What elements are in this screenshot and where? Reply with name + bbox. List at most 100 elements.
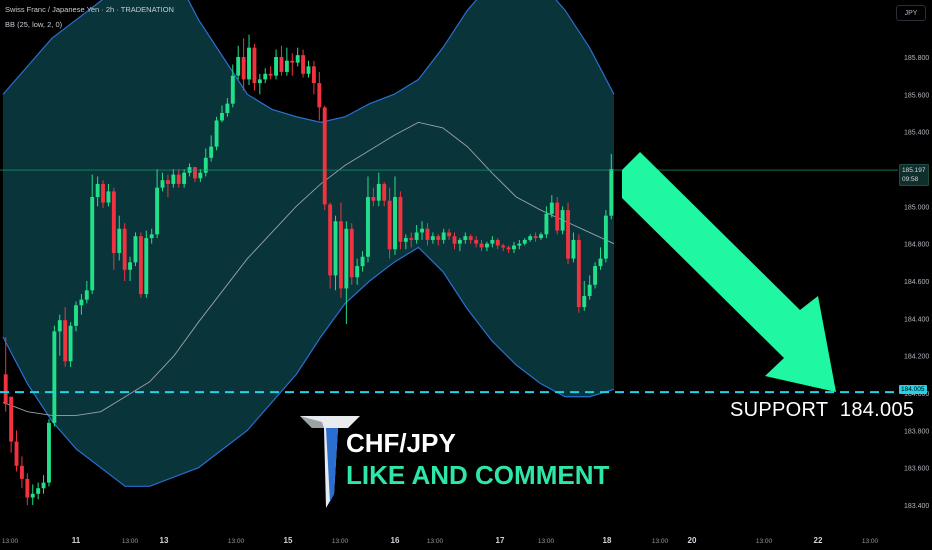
candle-body bbox=[165, 180, 170, 184]
candle-body bbox=[214, 120, 219, 147]
candle-body bbox=[501, 245, 506, 248]
candle-body bbox=[338, 221, 343, 289]
candle-body bbox=[14, 441, 19, 466]
candle-body bbox=[571, 239, 576, 259]
candle-body bbox=[149, 234, 154, 239]
candle-body bbox=[203, 157, 208, 173]
candle-body bbox=[209, 146, 214, 158]
last-price-badge: 185.197 09:58 bbox=[899, 164, 929, 186]
support-label: SUPPORT 184.005 bbox=[730, 399, 915, 421]
band-basis-line bbox=[2, 121, 615, 416]
bar-countdown: 09:58 bbox=[902, 176, 919, 183]
x-tick-label: 20 bbox=[688, 536, 697, 545]
candle-body bbox=[268, 73, 273, 76]
candle-body bbox=[479, 243, 484, 248]
candle-body bbox=[155, 187, 160, 235]
x-tick-label: 13:00 bbox=[756, 538, 773, 545]
currency-button[interactable]: JPY bbox=[896, 5, 926, 21]
candle-body bbox=[360, 256, 365, 267]
x-tick-label: 22 bbox=[814, 536, 823, 545]
candle-body bbox=[247, 47, 251, 80]
candle-body bbox=[295, 55, 300, 63]
candle-body bbox=[555, 202, 560, 231]
candle-body bbox=[171, 174, 176, 184]
y-tick-label: 185.000 bbox=[904, 204, 929, 211]
candle-body bbox=[19, 465, 24, 479]
candle-body bbox=[436, 236, 441, 240]
candle-body bbox=[376, 183, 381, 201]
candle-body bbox=[441, 232, 446, 240]
candle-body bbox=[490, 239, 495, 244]
candle-body bbox=[414, 232, 419, 240]
candle-body bbox=[560, 210, 565, 231]
candle-body bbox=[484, 243, 489, 248]
candle-body bbox=[306, 66, 311, 74]
band-fill bbox=[3, 0, 614, 487]
x-tick-label: 15 bbox=[284, 536, 293, 545]
candle-body bbox=[393, 197, 397, 250]
level-lines bbox=[0, 169, 898, 394]
candle-body bbox=[138, 236, 143, 295]
y-tick-label: 184.200 bbox=[904, 354, 929, 361]
indicator-label[interactable]: BB (25, low, 2, 0) bbox=[5, 20, 63, 29]
candle-body bbox=[160, 180, 165, 188]
candle-body bbox=[457, 239, 462, 244]
down-right-arrow-icon bbox=[622, 152, 836, 392]
candle-body bbox=[311, 66, 316, 84]
candle-body bbox=[90, 197, 95, 291]
y-tick-label: 184.000 bbox=[904, 391, 929, 398]
x-tick-label: 13:00 bbox=[228, 538, 245, 545]
candle-body bbox=[495, 239, 500, 246]
x-tick-label: 13:00 bbox=[122, 538, 139, 545]
candle-body bbox=[241, 57, 246, 80]
candle-body bbox=[506, 247, 511, 250]
candle-body bbox=[387, 200, 392, 250]
candle-body bbox=[474, 239, 479, 244]
x-tick-label: 17 bbox=[496, 536, 505, 545]
candle-body bbox=[122, 228, 127, 270]
candle-body bbox=[257, 79, 262, 84]
candle-body bbox=[128, 262, 133, 270]
candle-body bbox=[533, 236, 538, 239]
y-tick-label: 184.400 bbox=[904, 316, 929, 323]
candle-body bbox=[182, 172, 187, 184]
x-tick-label: 18 bbox=[603, 536, 612, 545]
candle-body bbox=[587, 284, 592, 296]
candle-body bbox=[539, 234, 543, 239]
x-tick-label: 13:00 bbox=[332, 538, 349, 545]
candle-body bbox=[371, 197, 376, 201]
candle-body bbox=[3, 374, 8, 405]
candle-body bbox=[25, 478, 30, 498]
candle-body bbox=[193, 167, 197, 179]
candle-body bbox=[41, 482, 46, 489]
y-tick-label: 184.800 bbox=[904, 242, 929, 249]
candle-body bbox=[57, 320, 62, 332]
candle-body bbox=[425, 228, 430, 240]
candle-body bbox=[47, 422, 51, 483]
candle-body bbox=[463, 236, 468, 240]
candle-body bbox=[79, 299, 84, 306]
y-tick-label: 184.600 bbox=[904, 279, 929, 286]
candle-body bbox=[279, 57, 284, 72]
candle-body bbox=[403, 238, 408, 242]
candle-body bbox=[301, 55, 306, 74]
time-axis[interactable]: 13:00 11 13:00 13 13:00 15 13:00 16 13:00 17 13:00… bbox=[2, 536, 879, 545]
y-tick-label: 183.800 bbox=[904, 428, 929, 435]
candle-body bbox=[517, 243, 522, 246]
candle-body bbox=[512, 245, 516, 250]
x-tick-label: 13 bbox=[160, 536, 169, 545]
chart-title: Swiss Franc / Japanese Yen · 2h · TRADEN… bbox=[5, 5, 174, 14]
candle-body bbox=[447, 232, 452, 237]
candle-body bbox=[544, 213, 549, 235]
candle-body bbox=[74, 305, 78, 326]
candle-body bbox=[598, 258, 603, 267]
price-axis[interactable]: 185.800185.600185.400185.200185.000184.8… bbox=[904, 55, 929, 510]
candle-body bbox=[68, 325, 73, 362]
x-tick-label: 13:00 bbox=[862, 538, 879, 545]
candle-body bbox=[355, 266, 360, 278]
x-tick-label: 11 bbox=[72, 536, 81, 545]
candle-body bbox=[52, 331, 57, 423]
candle-body bbox=[420, 228, 424, 233]
candle-body bbox=[593, 266, 598, 285]
